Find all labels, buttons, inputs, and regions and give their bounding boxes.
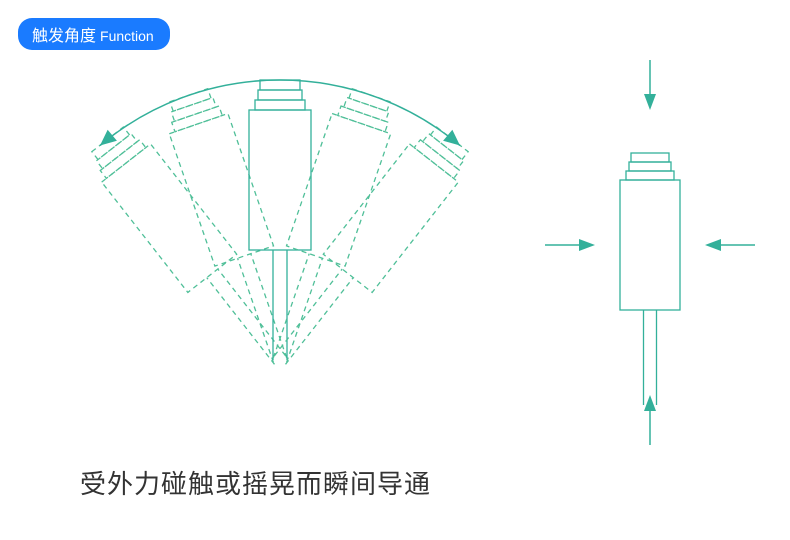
arrow-right-head	[705, 239, 721, 251]
press-component	[620, 153, 680, 405]
arrow-bottom-head	[644, 395, 656, 411]
caption-text: 受外力碰触或摇晃而瞬间导通	[80, 464, 431, 501]
swing-arc-arrow	[443, 130, 460, 146]
swing-arc-arrow	[100, 130, 117, 146]
arrow-top-head	[644, 94, 656, 110]
arrow-left-head	[579, 239, 595, 251]
diagram-stage	[0, 0, 790, 540]
